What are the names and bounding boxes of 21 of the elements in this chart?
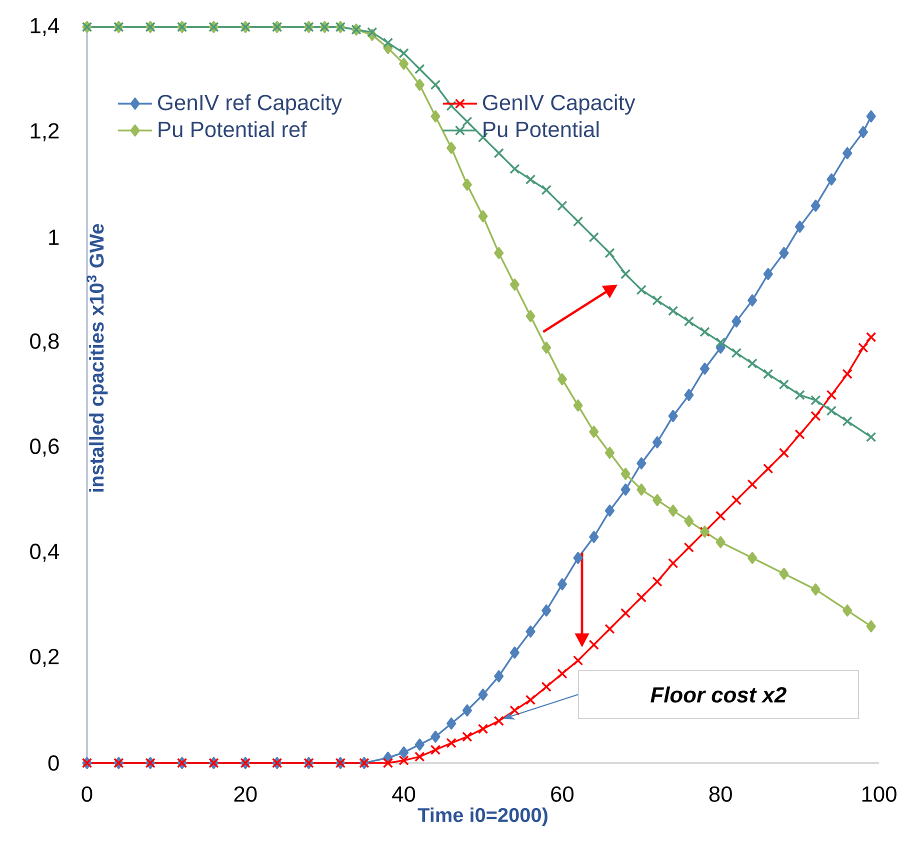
y-tick-label: 0,8 (30, 333, 59, 352)
x-tick-label: 80 (709, 786, 732, 802)
legend-label: Pu Potential ref (158, 121, 307, 138)
x-tick-label: 60 (551, 786, 574, 802)
x-tick-label: 0 (82, 786, 92, 802)
y-axis-title: installed cpacities x10$^{3}$ GWe (86, 224, 108, 492)
y-tick-label: 0,4 (30, 544, 60, 562)
y-tick-label: 0 (48, 755, 59, 771)
y-tick-label: 0,2 (30, 648, 59, 667)
x-tick-label: 20 (234, 786, 257, 802)
y-tick-label: 1,4 (30, 18, 60, 36)
y-tick-label: 1 (49, 230, 59, 245)
x-tick-label: 40 (392, 786, 416, 802)
x-tick-label: 100 (862, 786, 896, 802)
legend-label: GenIV Capacity (482, 94, 636, 115)
legend-label: GenIV ref Capacity (158, 94, 342, 115)
x-axis-title: Time i0=2000) (418, 807, 548, 826)
legend-label: Pu Potential (484, 121, 599, 138)
y-tick-label: 1,2 (30, 123, 59, 142)
annotation: Floor cost x2 (650, 686, 786, 703)
y-tick-label: 0,6 (30, 438, 59, 457)
